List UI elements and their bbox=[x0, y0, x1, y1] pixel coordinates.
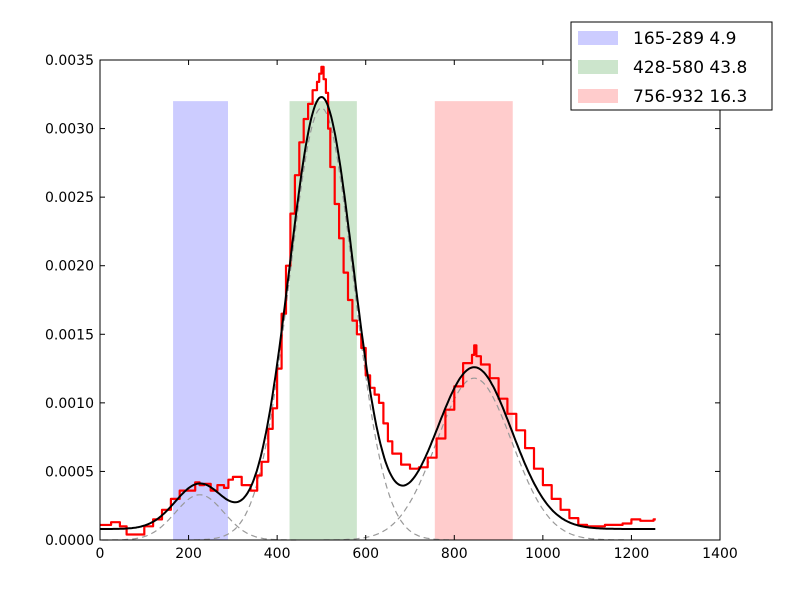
x-axis: 0 200 400 600 800 1000 1200 1400 bbox=[96, 60, 738, 562]
legend-swatch-3 bbox=[578, 89, 618, 103]
component-2-curve bbox=[193, 107, 450, 541]
x-tick-label: 600 bbox=[352, 546, 379, 562]
x-tick-label: 1000 bbox=[525, 546, 561, 562]
x-tick-label: 200 bbox=[175, 546, 202, 562]
x-tick-label: 400 bbox=[264, 546, 291, 562]
gaussian-components-layer bbox=[102, 107, 624, 541]
y-axis: 0.0000 0.0005 0.0010 0.0015 0.0020 0.0025 0.00… bbox=[45, 53, 720, 549]
x-tick-label: 800 bbox=[441, 546, 468, 562]
fit-curve bbox=[100, 95, 656, 530]
data-layer bbox=[99, 65, 656, 536]
y-tick-label: 0.0010 bbox=[45, 396, 94, 412]
x-tick-label: 1200 bbox=[614, 546, 650, 562]
legend-label-2: 428-580 43.8 bbox=[633, 58, 747, 78]
y-tick-label: 0.0020 bbox=[45, 259, 94, 275]
legend-label-1: 165-289 4.9 bbox=[633, 29, 736, 49]
y-tick-label: 0.0005 bbox=[45, 464, 94, 480]
bands-layer bbox=[173, 101, 513, 541]
legend-swatch-2 bbox=[578, 60, 618, 74]
component-1-curve bbox=[102, 494, 297, 541]
y-tick-label: 0.0030 bbox=[45, 122, 94, 138]
x-tick-label: 0 bbox=[96, 546, 105, 562]
legend-swatch-1 bbox=[578, 31, 618, 45]
legend-label-3: 756-932 16.3 bbox=[633, 87, 747, 107]
legend: 165-289 4.9 428-580 43.8 756-932 16.3 bbox=[570, 21, 773, 111]
y-tick-label: 0.0035 bbox=[45, 53, 94, 69]
band-3 bbox=[434, 101, 513, 541]
data-series-1-line bbox=[99, 65, 656, 536]
y-tick-label: 0.0000 bbox=[45, 533, 94, 549]
plot-frame bbox=[99, 59, 721, 541]
component-3-curve bbox=[323, 377, 624, 541]
band-1 bbox=[173, 101, 228, 541]
y-tick-label: 0.0015 bbox=[45, 327, 94, 343]
fit-layer bbox=[100, 95, 656, 530]
x-tick-label: 1400 bbox=[702, 546, 738, 562]
y-tick-label: 0.0025 bbox=[45, 190, 94, 206]
